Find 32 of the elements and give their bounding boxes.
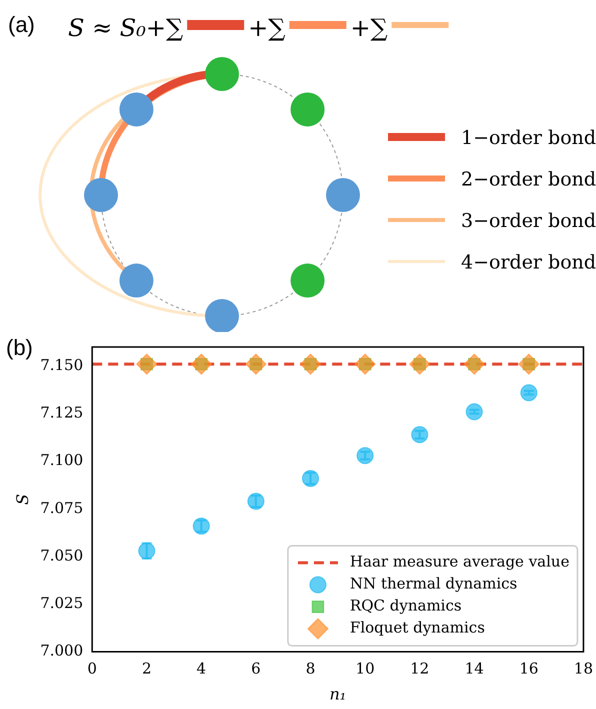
text: 1−order bond	[461, 127, 596, 149]
x-axis-title: n₁	[329, 684, 346, 704]
text: +∑	[350, 14, 388, 42]
legend-label: Haar measure average value	[350, 552, 570, 571]
legend-label: Floquet dynamics	[350, 618, 485, 637]
x-tick-label: 12	[410, 660, 430, 678]
x-tick-label: 10	[356, 660, 375, 678]
text: S ≈ S₀+∑	[68, 14, 184, 42]
text: (b)	[6, 335, 33, 361]
legend-label: RQC dynamics	[350, 596, 462, 615]
x-tick-label: 14	[464, 660, 484, 678]
x-tick-label: 16	[519, 660, 538, 678]
y-tick-label: 7.050	[40, 546, 84, 564]
legend-label: NN thermal dynamics	[350, 574, 518, 593]
x-tick-label: 18	[574, 660, 594, 678]
text: (a)	[8, 12, 35, 37]
x-tick-label: 0	[87, 660, 97, 678]
x-tick-label: 6	[251, 660, 261, 678]
text: 4−order bond	[461, 252, 596, 274]
y-tick-label: 7.150	[40, 356, 84, 374]
y-axis-title: S	[12, 494, 32, 505]
text: 2−order bond	[461, 168, 596, 190]
x-tick-label: 2	[142, 660, 152, 678]
text: 3−order bond	[461, 210, 596, 232]
x-tick-label: 4	[196, 660, 206, 678]
y-tick-label: 7.000	[40, 642, 84, 660]
text: +∑	[248, 14, 286, 42]
x-tick-label: 8	[306, 660, 316, 678]
y-tick-label: 7.025	[40, 594, 84, 612]
y-tick-label: 7.125	[40, 404, 84, 422]
y-tick-label: 7.100	[40, 451, 84, 470]
y-tick-label: 7.075	[40, 498, 84, 517]
